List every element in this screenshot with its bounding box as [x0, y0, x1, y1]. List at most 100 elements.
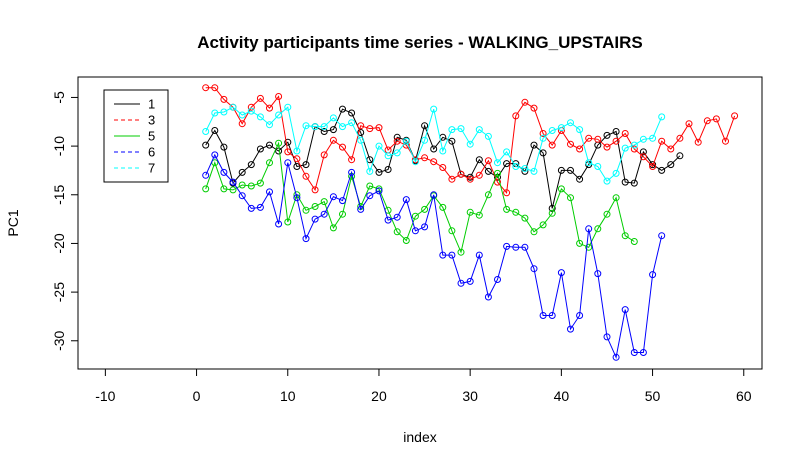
data-point — [247, 103, 255, 111]
data-point — [512, 243, 520, 251]
data-point — [557, 166, 565, 174]
data-point — [220, 143, 228, 151]
data-point — [421, 205, 429, 213]
data-point — [475, 171, 483, 179]
data-point — [621, 232, 629, 240]
data-point — [512, 163, 520, 170]
data-point — [266, 159, 273, 167]
data-point — [484, 157, 492, 165]
data-point — [393, 149, 401, 157]
data-point — [494, 276, 501, 283]
data-point — [393, 213, 401, 221]
data-point — [202, 84, 210, 92]
data-point — [448, 175, 456, 183]
x-tick-label: 30 — [462, 388, 478, 404]
data-point — [658, 137, 666, 145]
data-point — [311, 186, 319, 194]
data-point — [311, 123, 319, 131]
legend-label-6: 6 — [148, 145, 155, 160]
data-point — [457, 248, 465, 256]
data-point — [284, 103, 292, 111]
data-point — [430, 105, 438, 113]
data-point — [603, 177, 611, 185]
y-axis: -30 -25 -20 -15 -10 -5 — [51, 91, 79, 351]
data-point — [612, 169, 620, 177]
data-point — [603, 210, 611, 218]
data-point — [439, 251, 447, 259]
legend-label-3: 3 — [148, 113, 155, 128]
data-point — [576, 126, 584, 134]
data-point — [448, 227, 456, 235]
data-point — [512, 112, 520, 120]
data-point — [639, 148, 647, 156]
data-point — [421, 136, 429, 144]
data-point — [211, 151, 219, 159]
data-point — [630, 238, 638, 245]
x-tick-label: 40 — [554, 388, 570, 404]
data-point — [202, 128, 210, 135]
data-point — [430, 145, 438, 153]
data-point — [411, 212, 419, 220]
data-point — [275, 93, 283, 100]
data-point — [430, 158, 438, 166]
y-tick-label: -15 — [51, 184, 67, 204]
data-point — [731, 112, 739, 120]
data-point — [402, 137, 410, 145]
y-tick-label: -5 — [51, 91, 67, 104]
data-point — [475, 126, 483, 134]
data-point — [302, 235, 310, 243]
data-point — [229, 186, 237, 194]
data-point — [548, 209, 556, 217]
data-point — [439, 203, 447, 211]
data-point — [685, 120, 693, 128]
data-point — [658, 232, 666, 240]
data-point — [585, 159, 593, 167]
series-3 — [202, 84, 739, 197]
data-point — [603, 333, 611, 341]
data-point — [466, 175, 474, 183]
data-point — [503, 242, 511, 250]
data-point — [466, 208, 474, 216]
data-point — [302, 161, 310, 169]
data-point — [357, 129, 365, 136]
data-point — [557, 124, 565, 132]
data-point — [329, 193, 337, 201]
data-point — [530, 228, 538, 236]
x-tick-label: -10 — [95, 388, 115, 404]
data-point — [266, 104, 273, 112]
data-point — [603, 131, 611, 139]
data-point — [421, 154, 429, 162]
data-point — [576, 175, 584, 183]
data-point — [612, 353, 620, 361]
data-point — [548, 141, 556, 149]
data-point — [448, 126, 456, 134]
series-5-line — [205, 141, 635, 254]
data-point — [357, 205, 365, 213]
data-point — [220, 185, 228, 193]
data-point — [530, 167, 538, 175]
data-point — [649, 271, 657, 279]
data-point — [484, 132, 492, 140]
data-point — [329, 114, 337, 122]
data-point — [348, 109, 356, 117]
data-point — [494, 169, 501, 177]
data-point — [694, 138, 702, 146]
data-point — [621, 144, 629, 152]
data-point — [439, 164, 447, 171]
data-point — [530, 104, 538, 112]
data-point — [466, 277, 474, 285]
data-point — [284, 148, 292, 156]
data-point — [649, 161, 657, 169]
data-point — [348, 119, 356, 127]
data-point — [484, 191, 492, 199]
data-point — [302, 122, 310, 130]
data-point — [256, 113, 264, 121]
data-point — [639, 153, 647, 161]
data-point — [539, 134, 547, 142]
data-point — [503, 148, 511, 156]
data-point — [475, 211, 483, 219]
data-point — [521, 98, 529, 106]
data-point — [649, 134, 657, 142]
data-point — [284, 138, 292, 146]
data-point — [329, 126, 337, 134]
